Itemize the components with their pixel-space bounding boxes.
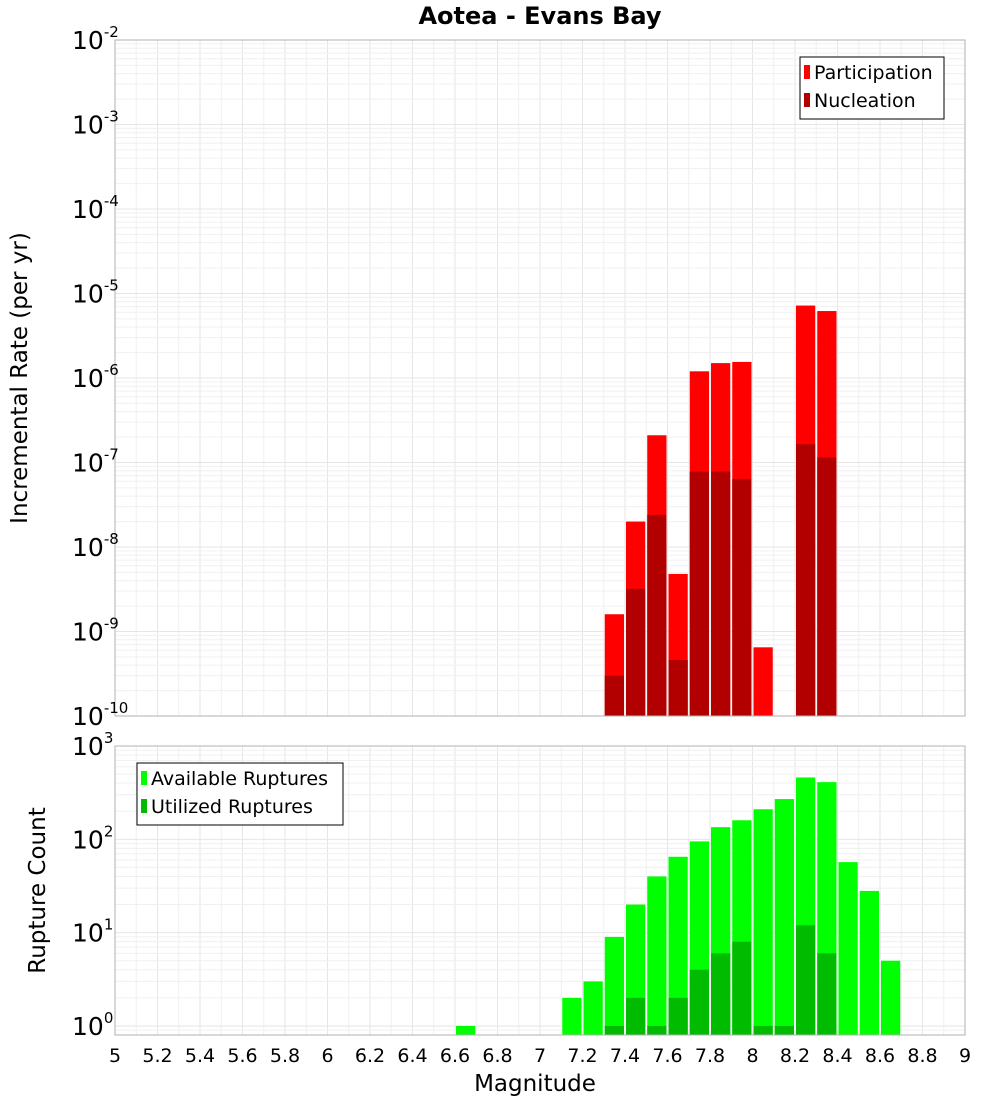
- legend-swatch: [804, 65, 810, 79]
- x-tick-label: 6.2: [355, 1045, 385, 1067]
- bar-utilized-ruptures: [647, 1025, 667, 1035]
- x-tick-label: 5.6: [227, 1045, 257, 1067]
- x-tick-label: 7.4: [610, 1045, 640, 1067]
- legend-frame: [799, 56, 945, 120]
- x-tick-label: 6: [321, 1045, 333, 1067]
- bar-available-ruptures: [838, 862, 858, 1035]
- y-tick-label: 101: [72, 916, 113, 948]
- bar-utilized-ruptures: [626, 997, 646, 1035]
- bar-nucleation: [626, 588, 646, 716]
- bar-utilized-ruptures: [604, 1025, 624, 1035]
- x-tick-label: 6.6: [440, 1045, 470, 1067]
- x-tick-label: 5.4: [185, 1045, 215, 1067]
- legend-label: Nucleation: [814, 90, 916, 112]
- y-tick-label: 10-8: [72, 530, 119, 562]
- x-tick-label: 8.6: [865, 1045, 895, 1067]
- plot-frame: [114, 39, 966, 717]
- x-tick-label: 5.8: [270, 1045, 300, 1067]
- legend-label: Participation: [814, 62, 933, 84]
- plot-frame: [114, 745, 966, 1036]
- bar-utilized-ruptures: [774, 1025, 794, 1035]
- x-tick-label: 8: [746, 1045, 758, 1067]
- bar-available-ruptures: [604, 936, 624, 1035]
- bar-available-ruptures: [583, 981, 603, 1035]
- y-tick-label: 10-4: [72, 192, 119, 224]
- x-tick-label: 8.4: [822, 1045, 852, 1067]
- plot-panel-2: 100 101 102 103 Rupture Count Available Ruptu…: [25, 729, 966, 1041]
- bar-available-ruptures: [774, 799, 794, 1035]
- x-tick-label: 8.2: [780, 1045, 810, 1067]
- plot-panel-1: 10-10 10-9 10-8 10-7 10-6 10-5 10-4 10-3 10-2 Inc…: [7, 23, 966, 731]
- x-tick-label: 6.4: [397, 1045, 427, 1067]
- bar-nucleation: [604, 675, 624, 716]
- bar-utilized-ruptures: [668, 997, 688, 1035]
- y-tick-label: 10-10: [72, 699, 128, 731]
- bar-nucleation: [647, 514, 667, 716]
- bar-nucleation: [817, 457, 837, 716]
- legend-label: Available Ruptures: [151, 768, 328, 790]
- x-axis-label: Magnitude: [474, 1071, 596, 1097]
- bar-utilized-ruptures: [753, 1025, 773, 1035]
- bar-nucleation: [796, 444, 816, 716]
- x-tick-label: 7: [534, 1045, 546, 1067]
- x-tick-label: 9: [959, 1045, 971, 1067]
- y-axis-label: Rupture Count: [25, 807, 51, 973]
- x-tick-label: 7.8: [695, 1045, 725, 1067]
- y-tick-label: 10-9: [72, 615, 119, 647]
- y-tick-label: 10-7: [72, 446, 119, 478]
- bar-utilized-ruptures: [689, 969, 709, 1035]
- bar-nucleation: [711, 471, 731, 716]
- y-tick-label: 10-3: [72, 108, 119, 140]
- bar-nucleation: [732, 478, 752, 716]
- legend: Available Ruptures Utilized Ruptures: [136, 762, 344, 826]
- y-tick-label: 10-5: [72, 277, 119, 309]
- bar-available-ruptures: [753, 809, 773, 1035]
- bar-available-ruptures: [859, 890, 879, 1035]
- bar-available-ruptures: [881, 960, 901, 1035]
- legend-frame: [136, 762, 344, 826]
- bar-utilized-ruptures: [817, 953, 837, 1035]
- bar-available-ruptures: [668, 856, 688, 1035]
- x-tick-label: 8.8: [907, 1045, 937, 1067]
- bar-utilized-ruptures: [732, 941, 752, 1035]
- y-tick-label: 102: [72, 822, 113, 854]
- y-axis-label: Incremental Rate (per yr): [7, 232, 33, 524]
- legend-swatch: [141, 799, 147, 813]
- x-tick-label: 5.2: [142, 1045, 172, 1067]
- y-tick-label: 103: [72, 729, 113, 761]
- legend-swatch: [804, 93, 810, 107]
- x-tick-label: 7.2: [567, 1045, 597, 1067]
- legend-swatch: [141, 771, 147, 785]
- x-tick-label: 7.6: [652, 1045, 682, 1067]
- x-tick-label: 5: [109, 1045, 121, 1067]
- y-tick-label: 10-6: [72, 361, 119, 393]
- bar-nucleation: [689, 471, 709, 716]
- bar-utilized-ruptures: [711, 953, 731, 1035]
- x-tick-label: 6.8: [482, 1045, 512, 1067]
- y-tick-label: 10-2: [72, 23, 119, 55]
- bar-available-ruptures: [562, 997, 582, 1035]
- bar-utilized-ruptures: [796, 925, 816, 1035]
- legend: Participation Nucleation: [799, 56, 945, 120]
- chart-title: Aotea - Evans Bay: [418, 2, 661, 30]
- bar-available-ruptures: [456, 1025, 476, 1035]
- bar-participation: [753, 647, 773, 716]
- y-tick-label: 100: [72, 1009, 113, 1041]
- bar-available-ruptures: [647, 876, 667, 1035]
- bar-nucleation: [668, 660, 688, 716]
- legend-label: Utilized Ruptures: [151, 796, 313, 818]
